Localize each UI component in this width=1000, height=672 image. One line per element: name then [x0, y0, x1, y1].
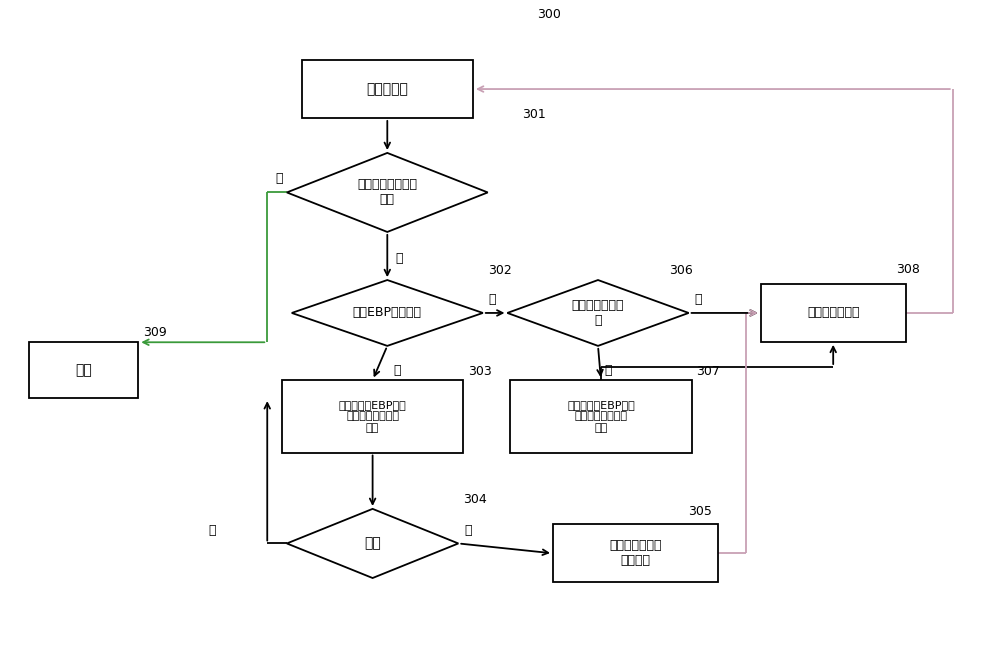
Text: 308: 308: [896, 263, 920, 276]
Polygon shape: [292, 280, 483, 346]
Text: 309: 309: [143, 326, 167, 339]
FancyBboxPatch shape: [282, 380, 463, 452]
Text: 305: 305: [688, 505, 712, 517]
FancyBboxPatch shape: [553, 524, 718, 583]
Text: 302: 302: [488, 263, 512, 277]
Text: 输出上一个EBP（正
常）和本栈帧（异
常）: 输出上一个EBP（正 常）和本栈帧（异 常）: [567, 400, 635, 433]
Text: 否: 否: [208, 524, 216, 537]
Text: 否: 否: [393, 364, 401, 377]
Text: 栈帧EBP地址正常: 栈帧EBP地址正常: [353, 306, 422, 319]
Text: 退出: 退出: [75, 364, 92, 377]
Polygon shape: [507, 280, 689, 346]
Text: 306: 306: [669, 263, 693, 277]
Text: 307: 307: [696, 365, 720, 378]
Text: 栈帧长度小于预设
阈值: 栈帧长度小于预设 阈值: [357, 179, 417, 206]
Text: 重构: 重构: [364, 536, 381, 550]
Text: 是: 是: [489, 294, 496, 306]
Text: 是: 是: [464, 524, 472, 537]
Text: 本栈帧检测: 本栈帧检测: [366, 82, 408, 96]
Polygon shape: [287, 509, 458, 578]
Text: 303: 303: [468, 365, 492, 378]
FancyBboxPatch shape: [302, 60, 473, 118]
FancyBboxPatch shape: [510, 380, 692, 452]
FancyBboxPatch shape: [29, 342, 138, 398]
FancyBboxPatch shape: [761, 284, 906, 342]
Text: 选取下一个栈帧: 选取下一个栈帧: [807, 306, 859, 319]
Text: 否: 否: [275, 171, 283, 185]
Text: 300: 300: [537, 7, 561, 21]
Text: 304: 304: [463, 493, 487, 505]
Text: 301: 301: [522, 108, 546, 122]
Polygon shape: [287, 153, 488, 232]
Text: 否: 否: [604, 364, 611, 377]
Text: 是: 是: [395, 252, 403, 265]
Text: 输出下一个栈帧
（正常）: 输出下一个栈帧 （正常）: [609, 540, 661, 567]
Text: 是: 是: [695, 294, 702, 306]
Text: 输出上一个EBP（正
常）和本栈帧（异
常）: 输出上一个EBP（正 常）和本栈帧（异 常）: [339, 400, 406, 433]
Text: 栈帧返回地址正
常: 栈帧返回地址正 常: [572, 299, 624, 327]
